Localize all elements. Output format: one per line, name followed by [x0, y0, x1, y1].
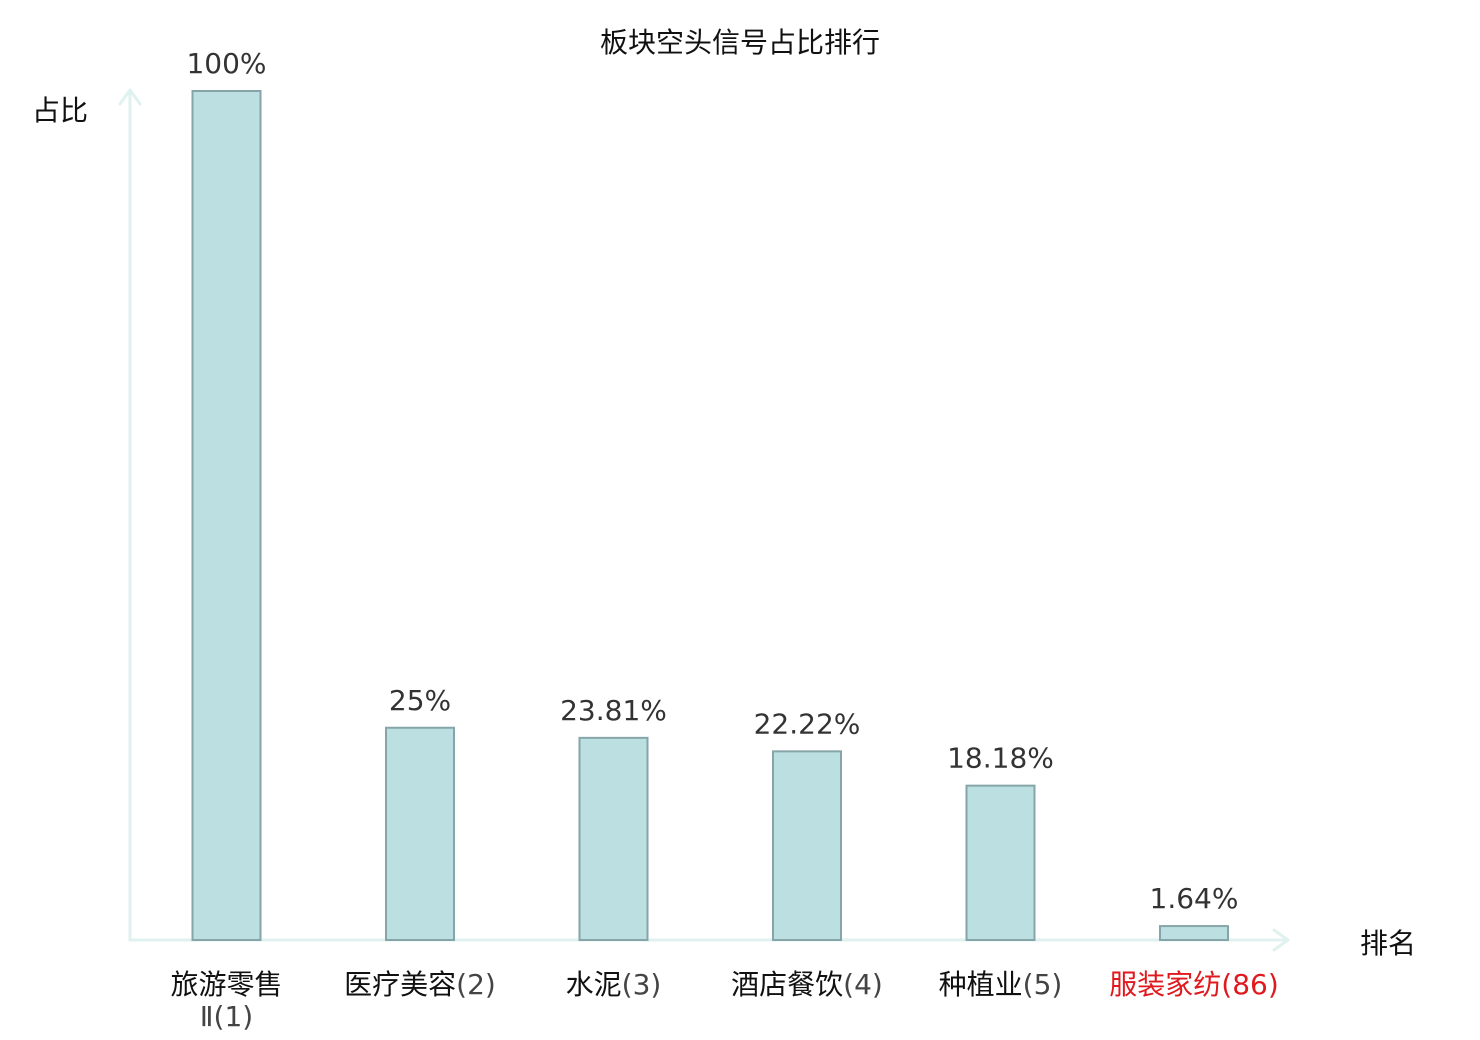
- y-axis-label: 占比: [32, 94, 88, 127]
- chart-title: 板块空头信号占比排行: [600, 26, 880, 59]
- category-name: 水泥: [566, 968, 622, 1001]
- data-label: 100%: [186, 47, 266, 80]
- category-label: 医疗美容(2): [344, 968, 496, 1001]
- bars-group: [191, 90, 1229, 942]
- category-name: 种植业: [939, 968, 1023, 1001]
- x-axis-label: 排名: [1360, 927, 1416, 960]
- category-rank: (4): [843, 968, 883, 1001]
- bar: [578, 736, 649, 941]
- category-label: 服装家纺(86): [1109, 968, 1279, 1001]
- x-axis-arrow: [1272, 928, 1290, 952]
- bar: [191, 90, 262, 941]
- bar: [965, 784, 1036, 941]
- data-label: 1.64%: [1150, 882, 1239, 915]
- category-label: 酒店餐饮(4): [731, 968, 883, 1001]
- data-label: 18.18%: [947, 742, 1054, 775]
- category-name: 服装家纺: [1109, 968, 1221, 1001]
- category-name: 医疗美容: [344, 968, 456, 1001]
- category-name-line1: 旅游零售: [170, 968, 282, 1001]
- category-label: 水泥(3): [566, 968, 662, 1001]
- category-labels-group: 旅游零售 Ⅱ(1) 医疗美容(2) 水泥(3) 酒店餐饮(4) 种植业(5) 服装家纺(86…: [170, 968, 1278, 1033]
- data-label: 25%: [389, 684, 451, 717]
- category-rank: (2): [456, 968, 496, 1001]
- chart-axes: [118, 88, 1290, 952]
- y-axis-arrow: [118, 88, 142, 106]
- category-name: 酒店餐饮: [731, 968, 843, 1001]
- bar: [385, 726, 455, 941]
- bar: [1159, 925, 1229, 942]
- category-rank-line2: Ⅱ(1): [200, 1000, 253, 1033]
- category-label: 种植业(5): [939, 968, 1063, 1001]
- value-labels-group: 100% 25% 23.81% 22.22% 18.18% 1.64%: [186, 47, 1238, 915]
- category-rank: (5): [1023, 968, 1063, 1001]
- data-label: 22.22%: [754, 707, 861, 740]
- category-rank: (3): [622, 968, 662, 1001]
- category-label: 旅游零售 Ⅱ(1): [170, 968, 282, 1033]
- data-label: 23.81%: [560, 694, 667, 727]
- bar: [772, 750, 842, 941]
- category-rank: (86): [1221, 968, 1278, 1001]
